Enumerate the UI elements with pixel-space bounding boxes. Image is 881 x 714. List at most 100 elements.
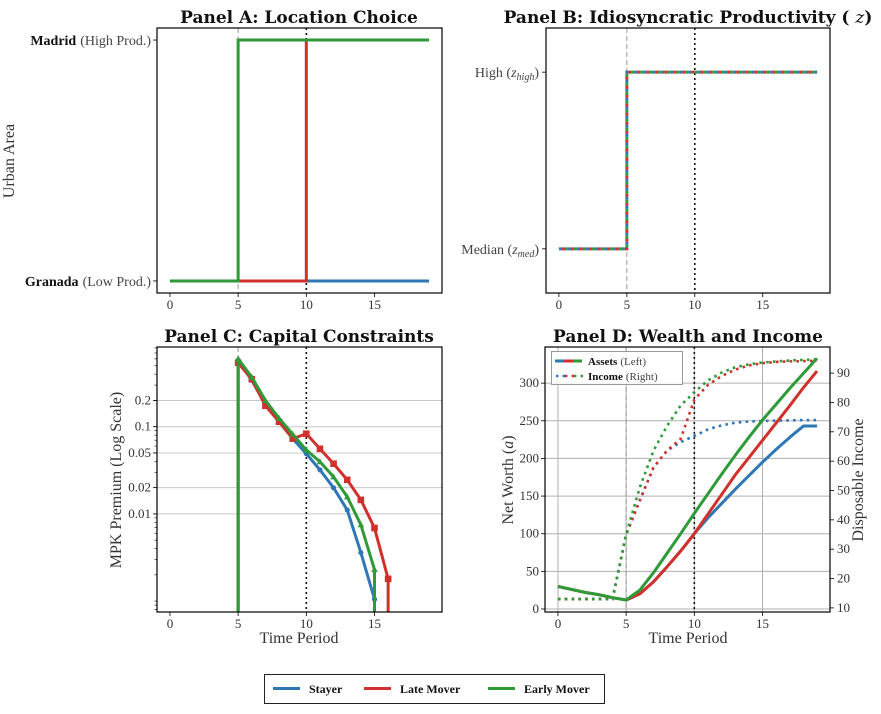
panel-a-series-late_mover [169, 38, 430, 283]
panel-b-ytick-sub: med [518, 249, 536, 260]
panel-c-marker-early_mover [357, 521, 365, 528]
panel-c-marker-late_mover [289, 435, 296, 442]
panel-d-legend-frame [551, 351, 683, 385]
panel-c-marker-late_mover [371, 524, 378, 532]
panel-c-marker-early_mover [275, 414, 283, 421]
panel-d-ytick-right-label: 60 [837, 453, 850, 468]
panel-d-ytick-right-label: 20 [837, 571, 850, 586]
panel-a-series-early_mover [169, 38, 430, 283]
panel-b-series-early_mover [558, 70, 818, 251]
panel-c-marker-stayer [330, 485, 337, 491]
panel-c-axes-frame [156, 346, 443, 613]
panel-c-xtick-label: 0 [167, 616, 174, 631]
panel-b-title-text: Panel B: Idiosyncratic Productivity ( [504, 8, 850, 28]
legend-label-early_mover: Early Mover [524, 682, 590, 696]
panel-d-ytick-right-label: 10 [837, 600, 850, 615]
panel-c-marker-late_mover [384, 575, 392, 583]
panel-d-ylabel-close: ) [500, 435, 517, 440]
panel-c-marker-early_mover [289, 430, 296, 437]
panel-a-ylabel: Urban Area [1, 124, 18, 198]
panel-b-ytick-close: ) [534, 243, 539, 258]
panel-d-legend-assets-bold: Assets [588, 356, 618, 368]
panel-b-ytick-close: ) [534, 66, 539, 81]
panel-c-marker-early_mover [262, 396, 269, 403]
panel-d-income-early_mover [557, 358, 818, 601]
panel-c-marker-late_mover [303, 430, 310, 438]
panel-c-xtick-label: 10 [300, 616, 313, 631]
panel-b-ytick-label: Median (zmed) [461, 243, 539, 260]
panel-c-marker-late_mover [343, 476, 351, 484]
panel-a-ytick-desc: (Low Prod.) [83, 275, 152, 290]
panel-d-assets-stayer [557, 424, 818, 602]
panel-c-marker-late_mover [262, 402, 269, 410]
panel-d-xtick-label: 5 [623, 616, 630, 631]
panel-b-ytick-main: High ( [475, 66, 512, 81]
panel-b-ytick-main: Median ( [461, 243, 512, 258]
panel-d-ytick-right-label: 80 [837, 394, 850, 409]
panel-c-marker-early_mover [371, 566, 378, 573]
panel-c-ytick-label: 0.05 [128, 445, 151, 460]
panel-a-title: Panel A: Location Choice [180, 8, 418, 28]
panel-c-ytick-label: 0.1 [135, 419, 151, 434]
panel-b-ytick-var: z [510, 66, 517, 81]
panel-d-xtick-label: 0 [555, 616, 562, 631]
panel-b-series-late_mover [558, 70, 818, 251]
panel-d-ytick-label: 200 [520, 450, 540, 465]
panel-c-ytick-label: 0.02 [128, 480, 151, 495]
panel-d-legend: Assets (Left) Income (Right) [551, 351, 683, 385]
panel-d-xtick-label: 10 [688, 616, 701, 631]
panel-b-title-var: z [854, 8, 865, 28]
panel-a-ytick-label: Madrid (High Prod.) [30, 34, 151, 49]
panel-b-ytick-label: High (zhigh) [475, 66, 539, 83]
panel-a-xtick-label: 0 [167, 297, 174, 312]
panel-b-xtick-label: 0 [556, 297, 563, 312]
panel-d-ytick-right-label: 90 [837, 365, 850, 380]
panel-c-marker-late_mover [357, 496, 365, 504]
panel-c-marker-early_mover [234, 355, 242, 362]
panel-d-legend-assets-rest: (Left) [620, 356, 646, 368]
panel-d-ytick-label: 150 [520, 488, 540, 503]
panel-a-ytick-label: Granada (Low Prod.) [25, 275, 151, 290]
panel-c-marker-stayer [344, 507, 350, 513]
panel-b-xtick-label: 5 [624, 297, 631, 312]
panel-c-marker-stayer [358, 549, 364, 556]
panel-b-xtick-label: 10 [688, 297, 701, 312]
legend-label-stayer: Stayer [309, 682, 343, 696]
legend-label-late_mover: Late Mover [400, 682, 461, 696]
panel-c-xtick-label: 5 [235, 616, 242, 631]
panel-c-marker-late_mover [316, 445, 324, 453]
panel-d-legend-assets-label: Assets (Left) [588, 356, 646, 368]
panel-d-ytick-right-label: 30 [837, 541, 850, 556]
panel-b-xtick-label: 15 [756, 297, 769, 312]
panel-b-title-close: ) [864, 8, 872, 28]
panel-c-title: Panel C: Capital Constraints [164, 327, 434, 347]
panel-c-xtick-label: 15 [368, 616, 381, 631]
panel-a-axes-frame [156, 27, 443, 294]
panel-d-ylabel-var: a [500, 441, 517, 449]
panel-c-marker-stayer [317, 467, 323, 473]
panel-d-ytick-right-label: 50 [837, 483, 850, 498]
panel-c-marker-late_mover [275, 418, 283, 426]
panel-c-marker-early_mover [303, 446, 310, 453]
panel-d-legend-income-label: Income (Right) [588, 371, 658, 383]
figure-legend: Stayer Late Mover Early Mover [264, 674, 605, 704]
panel-d-ytick-label: 0 [533, 601, 540, 616]
panel-b-ytick-var: z [511, 243, 518, 258]
panel-d-title: Panel D: Wealth and Income [553, 327, 823, 347]
panel-c-ytick-label: 0.2 [135, 392, 151, 407]
panel-c-marker-early_mover [248, 373, 255, 380]
panel-d-legend-income-rest: (Right) [626, 371, 658, 383]
panel-c: 0.2 0.1 0.05 0.02 0.01 0 5 10 15 [128, 346, 443, 631]
panel-d-assets-early_mover [557, 357, 819, 602]
panel-c-marker-early_mover [344, 493, 351, 500]
legend-frame [264, 674, 605, 704]
panel-d-ytick-right-label: 70 [837, 424, 850, 439]
panel-a-xtick-label: 10 [300, 297, 313, 312]
panel-d-income-late_mover [557, 359, 818, 601]
panel-d-ytick-label: 50 [526, 563, 539, 578]
panel-a-ytick-city: Granada [25, 275, 79, 290]
panel-a-xtick-label: 15 [368, 297, 381, 312]
panel-a-xtick-label: 5 [235, 297, 242, 312]
panel-c-marker-early_mover [330, 473, 337, 480]
